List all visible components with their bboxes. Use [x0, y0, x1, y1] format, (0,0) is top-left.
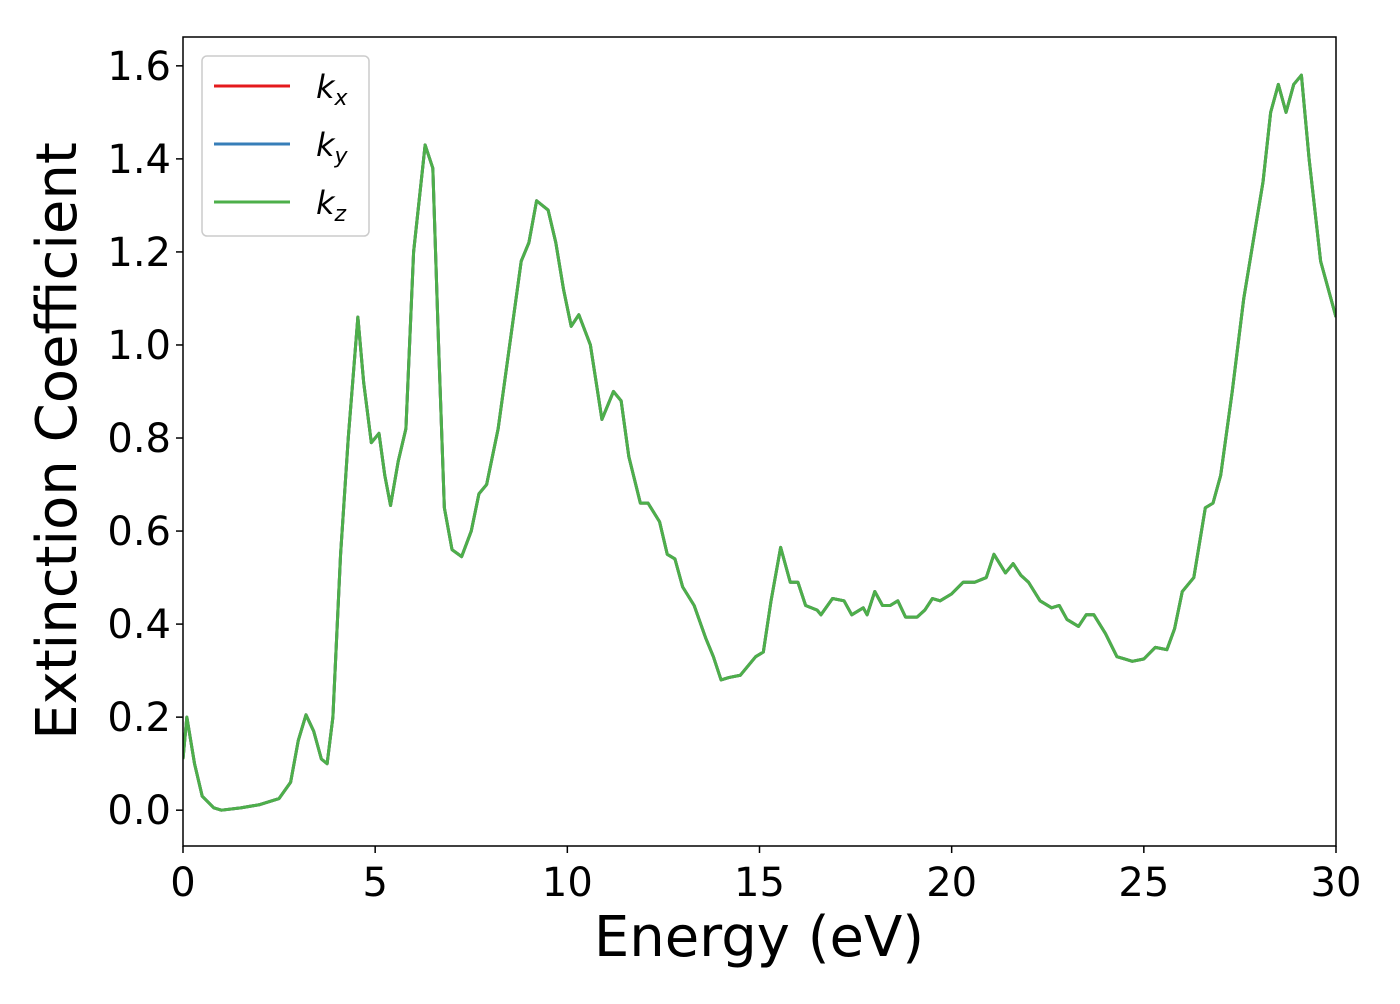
- y-tick-label: 1.6: [107, 44, 171, 90]
- y-tick-label: 0.2: [107, 695, 171, 741]
- y-tick-label: 0.8: [107, 416, 171, 462]
- x-tick-label: 5: [362, 860, 387, 906]
- x-tick-label: 10: [542, 860, 593, 906]
- y-tick-label: 0.4: [107, 602, 171, 648]
- x-tick-label: 20: [926, 860, 977, 906]
- y-axis-label: Extinction Coefficient: [25, 142, 90, 740]
- data-line: [183, 73, 1336, 812]
- legend-label: kx: [316, 68, 349, 111]
- x-tick-label: 0: [170, 860, 195, 906]
- x-tick-label: 30: [1311, 860, 1362, 906]
- y-tick-label: 1.2: [107, 230, 171, 276]
- y-tick-label: 0.0: [107, 788, 171, 834]
- x-tick-label: 25: [1118, 860, 1169, 906]
- legend-box: [201, 55, 370, 237]
- x-axis-label: Energy (eV): [594, 905, 924, 970]
- y-tick-label: 0.6: [107, 509, 171, 555]
- y-tick-label: 1.0: [107, 323, 171, 369]
- legend-label: kz: [316, 184, 347, 227]
- plot-frame: [182, 36, 1337, 847]
- y-tick-label: 1.4: [107, 137, 171, 183]
- x-tick-label: 15: [734, 860, 785, 906]
- legend-label: ky: [316, 126, 349, 169]
